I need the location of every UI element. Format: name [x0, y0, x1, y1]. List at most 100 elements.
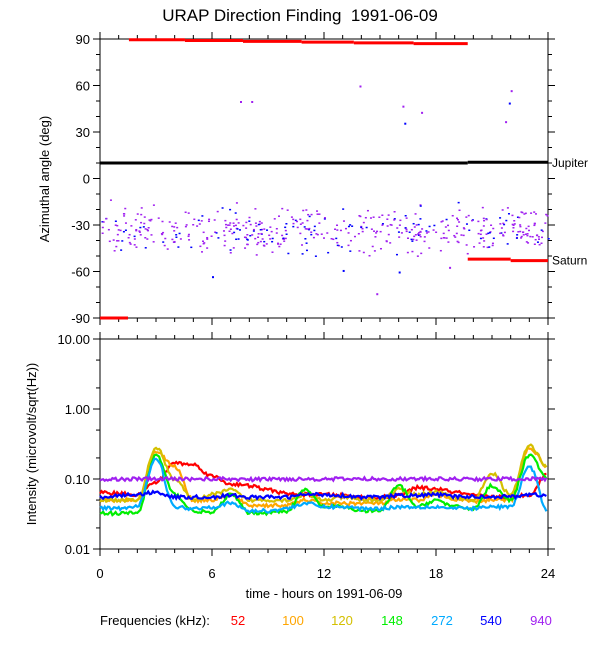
azimuth-point: [177, 246, 180, 248]
azimuth-point: [339, 229, 342, 232]
azimuth-point: [491, 242, 494, 245]
azimuth-point: [482, 225, 485, 227]
azimuth-point: [119, 229, 122, 232]
azimuth-point: [234, 224, 237, 227]
azimuth-point: [263, 240, 266, 243]
azimuth-point: [525, 227, 528, 230]
azimuth-point: [457, 241, 460, 244]
azimuth-point: [393, 211, 396, 213]
azimuth-point: [433, 224, 436, 227]
azimuth-point: [419, 204, 422, 206]
annotation-jupiter: Jupiter: [552, 156, 588, 170]
azimuth-point: [342, 220, 345, 222]
azimuth-point: [463, 228, 466, 230]
azimuth-point: [442, 232, 445, 235]
azimuth-point: [417, 233, 420, 235]
azimuth-point: [116, 233, 119, 236]
azimuth-point: [120, 249, 123, 251]
azimuth-point: [405, 230, 408, 233]
azimuth-point: [286, 209, 289, 211]
azimuth-point: [374, 236, 377, 238]
azimuth-point: [198, 223, 201, 225]
azimuth-point: [134, 219, 137, 221]
azimuth-point: [375, 232, 378, 234]
azimuth-point: [233, 231, 236, 234]
azimuth-point: [398, 224, 401, 226]
azimuth-point: [150, 234, 153, 236]
azimuth-point: [503, 231, 506, 234]
azimuth-point: [161, 220, 164, 223]
azimuth-point: [389, 242, 392, 244]
azimuth-point: [273, 218, 276, 220]
azimuth-point: [535, 234, 538, 237]
azimuth-point: [465, 216, 468, 218]
azimuth-point: [531, 236, 534, 238]
azimuth-point: [458, 209, 461, 212]
azimuth-point: [528, 229, 531, 232]
azimuth-point: [128, 233, 131, 236]
azimuth-point: [308, 227, 311, 230]
azimuth-point: [302, 209, 305, 212]
azimuth-point: [507, 213, 510, 215]
azimuth-point: [271, 240, 274, 243]
azimuth-point: [244, 236, 247, 239]
azimuth-point: [232, 247, 235, 249]
azimuth-point: [473, 246, 476, 248]
azimuth-point: [246, 238, 249, 241]
x-tick-label: 6: [208, 566, 215, 581]
azimuth-point: [270, 230, 273, 233]
azimuth-point: [357, 232, 360, 235]
azimuth-point: [117, 229, 120, 231]
azimuth-point: [456, 218, 459, 221]
azimuth-point: [278, 245, 281, 248]
azimuth-point: [413, 226, 416, 228]
azimuth-point: [268, 234, 271, 237]
azimuth-point: [192, 224, 195, 226]
azimuth-point: [223, 234, 226, 237]
azimuth-point: [114, 220, 117, 222]
azimuth-point: [376, 230, 379, 233]
azimuth-point: [305, 249, 308, 252]
azimuth-point: [417, 234, 420, 236]
azimuth-point: [519, 225, 522, 228]
azimuth-point: [396, 227, 399, 229]
legend-title: Frequencies (kHz):: [100, 613, 210, 628]
azimuth-point: [188, 239, 191, 241]
azimuth-point: [522, 234, 525, 236]
azimuth-point: [179, 238, 182, 240]
azimuth-point: [454, 236, 457, 238]
azimuth-point: [229, 222, 232, 224]
azimuth-point: [184, 211, 187, 214]
azimuth-point: [216, 210, 219, 213]
azimuth-point: [499, 232, 502, 235]
azimuth-point: [138, 230, 141, 232]
azimuth-point: [147, 229, 150, 232]
azimuth-point: [252, 230, 255, 232]
azimuth-point: [279, 243, 282, 245]
azimuth-point: [444, 226, 447, 228]
azimuth-point: [107, 228, 110, 231]
azimuth-point: [330, 237, 333, 240]
x-tick-label: 12: [317, 566, 331, 581]
azimuth-point: [439, 249, 442, 252]
azimuth-point: [390, 224, 393, 226]
azimuth-point: [305, 209, 308, 211]
azimuth-point: [229, 208, 232, 211]
azimuth-point: [546, 215, 549, 217]
azimuth-point: [465, 223, 468, 225]
azimuth-point: [368, 254, 371, 257]
azimuth-point: [477, 220, 480, 223]
azimuth-point: [294, 219, 297, 222]
azimuth-point: [157, 217, 160, 219]
azimuth-point: [525, 241, 528, 243]
azimuth-point: [299, 232, 302, 235]
azimuth-point: [109, 199, 112, 201]
azimuth-panel: -90 -60 -30 0 30 60 90 Jupiter Saturn: [71, 32, 588, 326]
azimuth-point: [187, 212, 190, 214]
y-tick-label: 10.00: [57, 332, 90, 347]
azimuth-point: [245, 221, 248, 224]
azimuth-point: [115, 245, 118, 248]
azimuth-point: [269, 226, 272, 228]
azimuth-point: [246, 243, 249, 246]
azimuth-point: [427, 231, 430, 233]
